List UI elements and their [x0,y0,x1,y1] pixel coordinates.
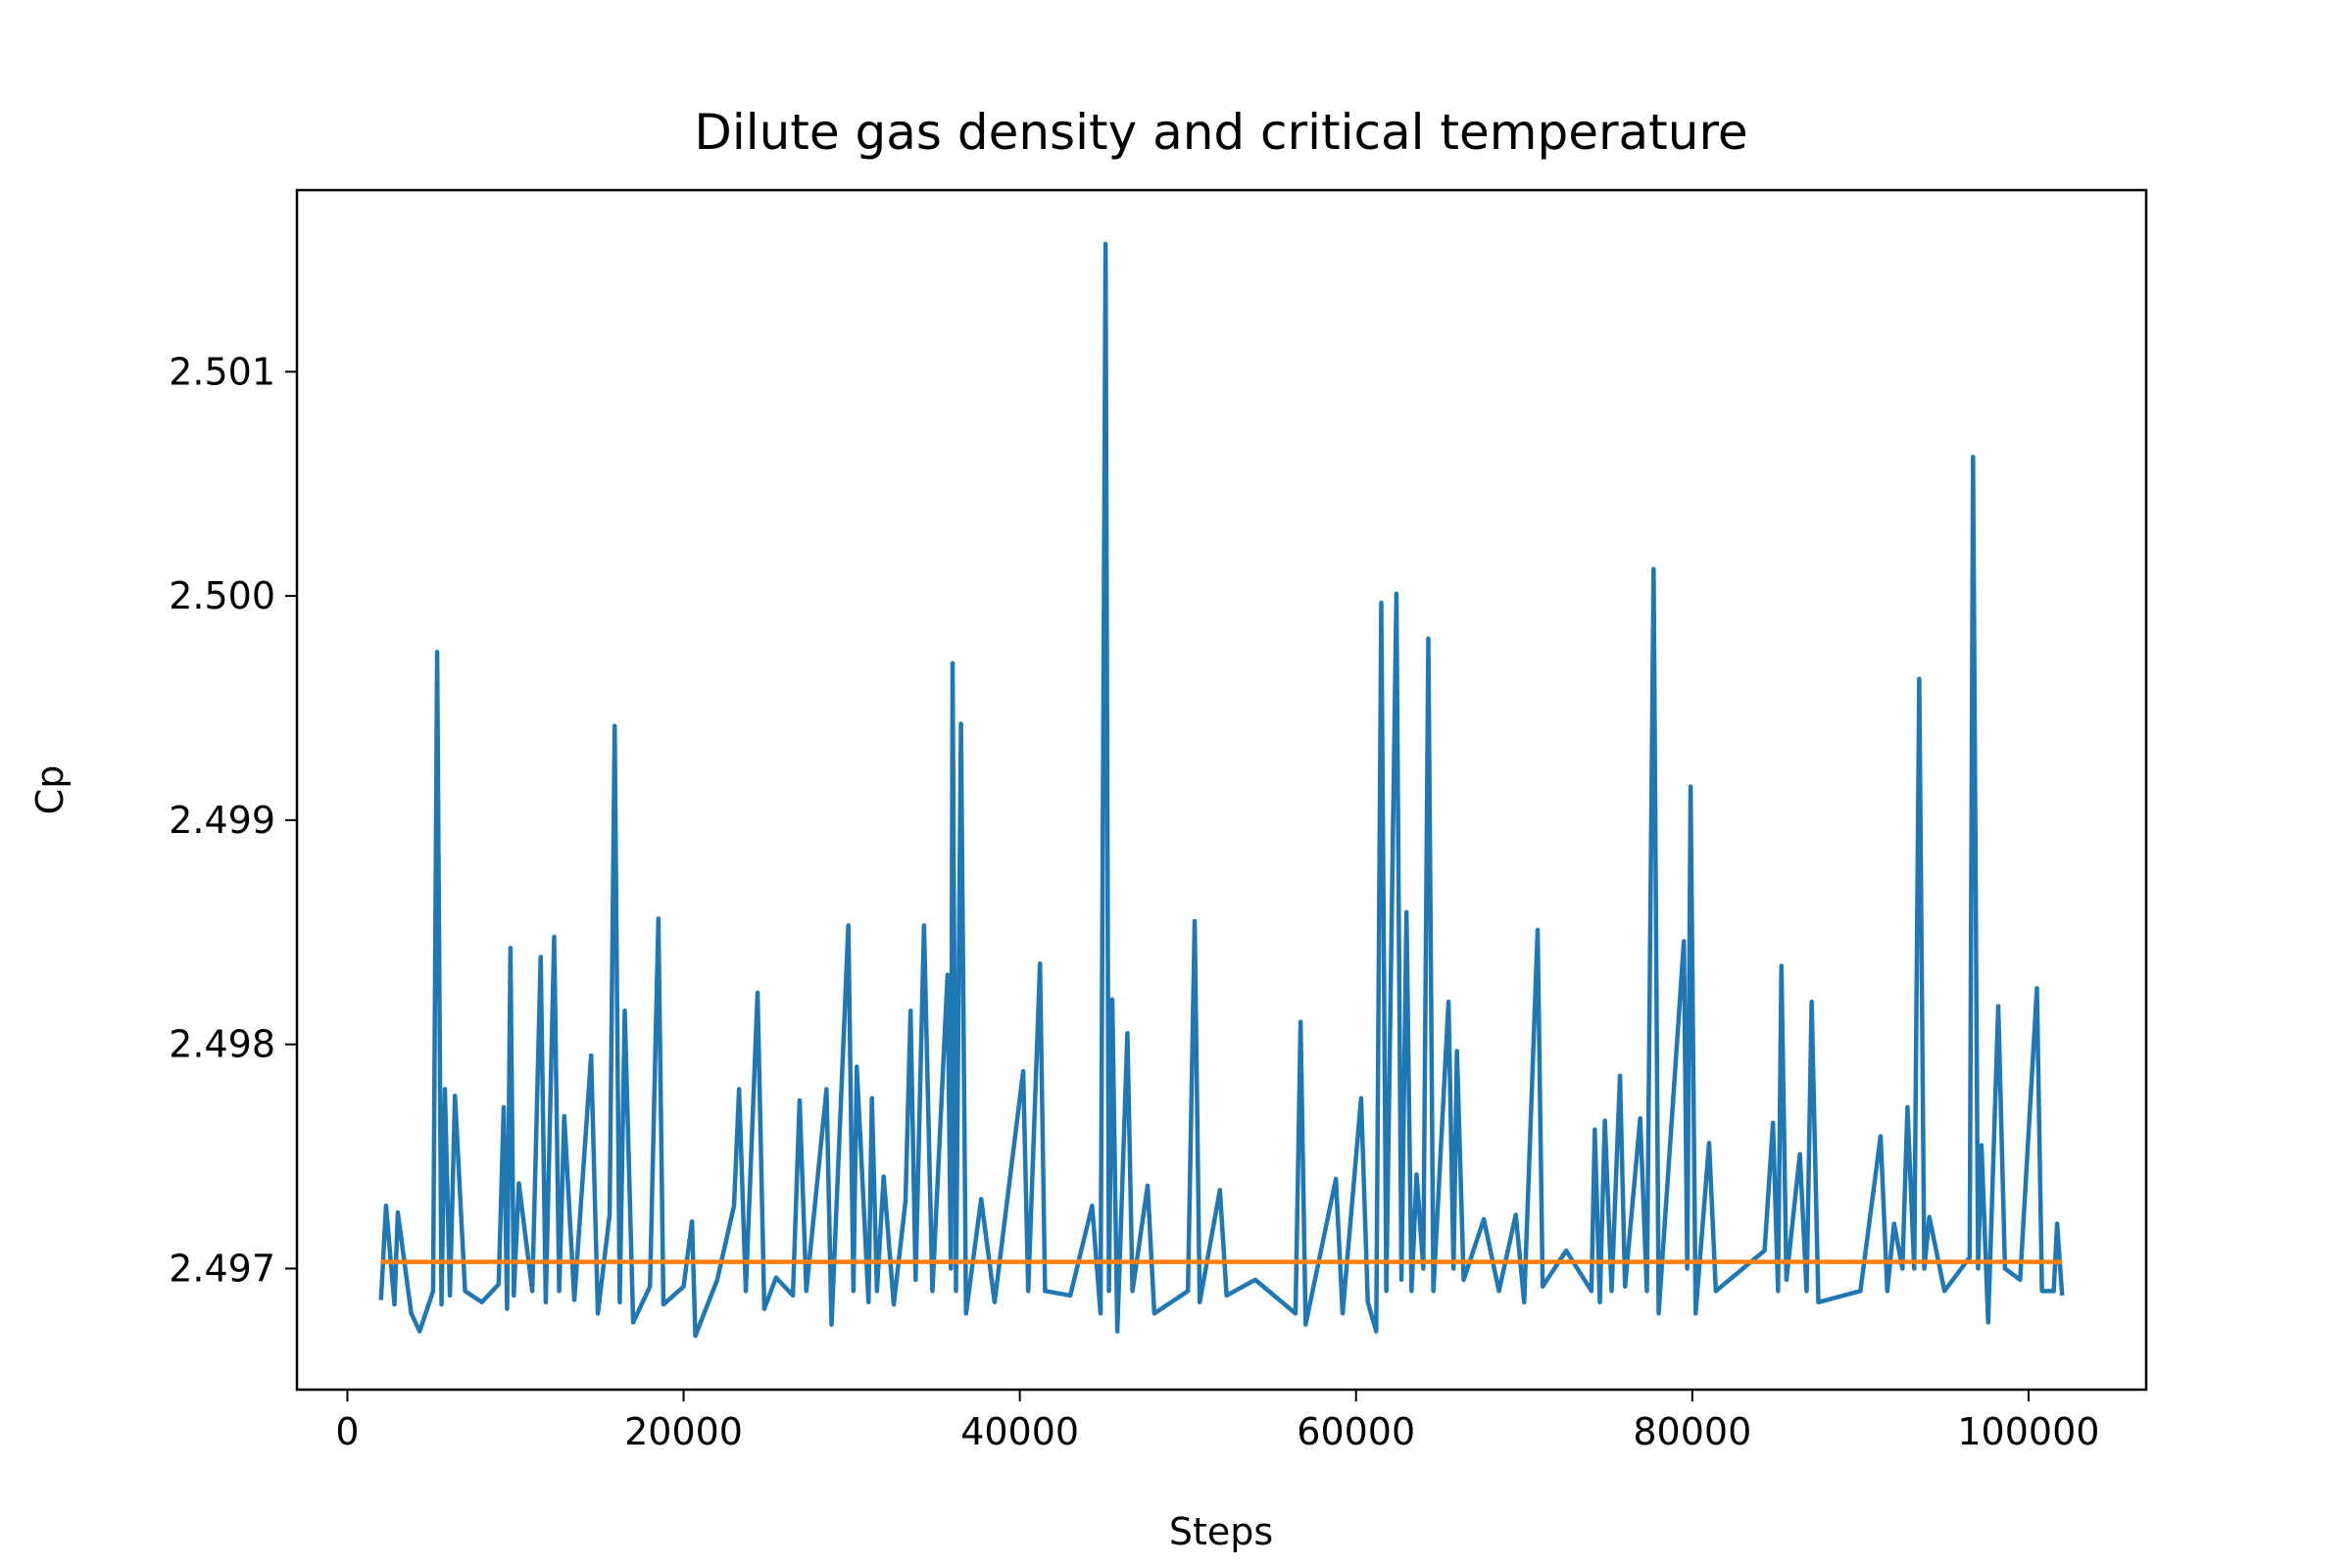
y-tick-label: 2.501 [169,350,275,393]
x-axis-label: Steps [1169,1510,1273,1553]
chart-title: Dilute gas density and critical temperat… [694,104,1747,161]
y-tick-label: 2.499 [169,799,275,842]
x-tick-label: 0 [335,1410,359,1453]
data-line [378,241,2065,1339]
x-tick-label: 60000 [1297,1410,1415,1453]
y-tick-label: 2.500 [169,574,275,617]
plot-frame [295,188,2148,1392]
y-axis-label: Cp [28,765,72,815]
x-tick-label: 100000 [1957,1410,2099,1453]
y-tick-label: 2.497 [169,1247,275,1290]
y-tick-label: 2.498 [169,1023,275,1066]
x-tick-label: 80000 [1633,1410,1751,1453]
x-tick-label: 20000 [624,1410,743,1453]
x-tick-label: 40000 [960,1410,1079,1453]
